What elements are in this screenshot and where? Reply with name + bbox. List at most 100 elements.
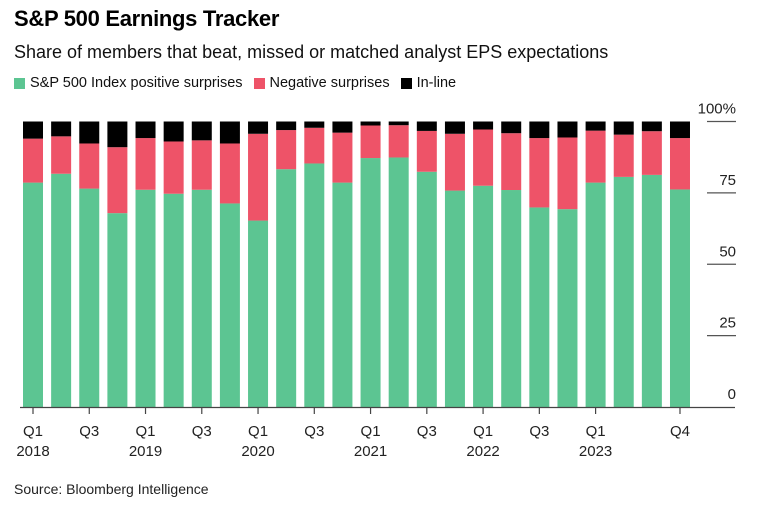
y-tick-label-50: 50 bbox=[719, 243, 736, 260]
bar-positive-q3-2020 bbox=[304, 163, 325, 407]
legend-item-inline: In-line bbox=[400, 75, 457, 91]
bar-inline-q3-2021 bbox=[416, 121, 437, 131]
bar-stack-q4-2018 bbox=[107, 121, 128, 407]
bar-stack-q3-2022 bbox=[529, 121, 550, 407]
y-tick-label-75: 75 bbox=[719, 172, 736, 189]
bar-inline-q3-2018 bbox=[79, 121, 100, 144]
bar-negative-q2-2023 bbox=[613, 134, 634, 177]
bar-inline-q2-2021 bbox=[388, 121, 409, 126]
x-tick-label-quarter: Q1 bbox=[473, 423, 493, 440]
bar-negative-q4-2018 bbox=[107, 147, 128, 214]
bar-inline-q4-2020 bbox=[332, 121, 353, 133]
bar-positive-q4-2023 bbox=[669, 189, 690, 407]
bar-inline-q1-2021 bbox=[360, 121, 381, 126]
x-tick-label-quarter: Q1 bbox=[248, 423, 268, 440]
bar-positive-q1-2023 bbox=[585, 182, 606, 407]
bar-negative-q1-2021 bbox=[360, 125, 381, 159]
x-tick-label-quarter: Q3 bbox=[304, 423, 324, 440]
bar-inline-q1-2023 bbox=[585, 121, 606, 131]
bar-negative-q1-2020 bbox=[248, 133, 269, 221]
bar-stack-q1-2021 bbox=[360, 121, 381, 407]
bar-inline-q2-2022 bbox=[501, 121, 522, 134]
x-tick-label-quarter: Q1 bbox=[361, 423, 381, 440]
bar-positive-q2-2019 bbox=[163, 193, 184, 407]
bar-positive-q4-2021 bbox=[444, 190, 465, 407]
bar-positive-q1-2019 bbox=[135, 189, 156, 407]
legend-label-negative: Negative surprises bbox=[269, 75, 390, 91]
x-tick-label-year: 2019 bbox=[129, 443, 162, 460]
bar-negative-q2-2022 bbox=[501, 133, 522, 191]
bar-positive-q2-2021 bbox=[388, 157, 409, 407]
bar-stack-q1-2022 bbox=[473, 121, 494, 407]
bar-negative-q4-2021 bbox=[444, 133, 465, 191]
y-tick-label-100: 100% bbox=[698, 101, 736, 118]
bar-negative-q2-2018 bbox=[51, 136, 72, 174]
x-tick-label-year: 2021 bbox=[354, 443, 387, 460]
x-tick-label-quarter: Q3 bbox=[417, 423, 437, 440]
bar-inline-q1-2018 bbox=[23, 121, 43, 139]
x-tick-label-year: 2020 bbox=[241, 443, 274, 460]
x-tick-label-year: 2018 bbox=[16, 443, 49, 460]
bar-positive-q2-2020 bbox=[276, 169, 297, 407]
bar-negative-q4-2023 bbox=[669, 138, 690, 190]
bar-stack-q2-2023 bbox=[613, 121, 634, 407]
y-axis: 0 25 50 75 100% bbox=[20, 101, 736, 409]
bar-positive-q2-2023 bbox=[613, 176, 634, 407]
bar-inline-q1-2019 bbox=[135, 121, 156, 139]
bar-stack-q4-2021 bbox=[444, 121, 465, 407]
bar-negative-q3-2023 bbox=[641, 131, 662, 175]
bar-inline-q1-2020 bbox=[248, 121, 269, 134]
x-tick-label-quarter: Q3 bbox=[192, 423, 212, 440]
bars-group bbox=[23, 121, 690, 407]
bar-positive-q4-2020 bbox=[332, 182, 353, 407]
legend: S&P 500 Index positive surprises Negativ… bbox=[14, 75, 467, 91]
source-note: Source: Bloomberg Intelligence bbox=[14, 481, 209, 497]
bar-inline-q2-2020 bbox=[276, 121, 297, 131]
x-tick-label-year: 2023 bbox=[579, 443, 612, 460]
bar-stack-q1-2020 bbox=[248, 121, 269, 407]
bar-stack-q3-2020 bbox=[304, 121, 325, 407]
bar-inline-q3-2022 bbox=[529, 121, 550, 139]
bar-stack-q3-2018 bbox=[79, 121, 100, 407]
bar-positive-q2-2022 bbox=[501, 190, 522, 407]
x-axis: Q1 2018 Q3 Q1 2019 Q3 Q1 2020 Q3 Q1 2021 Q3 Q1 2022 Q3… bbox=[16, 408, 690, 460]
bar-negative-q2-2019 bbox=[163, 141, 184, 194]
bar-inline-q3-2023 bbox=[641, 121, 662, 132]
bar-inline-q4-2022 bbox=[557, 121, 578, 138]
bar-negative-q1-2019 bbox=[135, 138, 156, 190]
bar-positive-q3-2023 bbox=[641, 174, 662, 407]
x-tick-label-quarter: Q4 bbox=[670, 423, 690, 440]
bar-positive-q3-2019 bbox=[191, 189, 212, 407]
bar-positive-q3-2021 bbox=[416, 171, 437, 407]
bar-stack-q2-2019 bbox=[163, 121, 184, 407]
legend-swatch-positive bbox=[14, 77, 25, 89]
bar-positive-q4-2022 bbox=[557, 209, 578, 407]
stacked-bar-chart: 0 25 50 75 100% Q1 2018 Q3 Q1 2019 Q3 Q1 2020 Q3 Q1 20… bbox=[16, 101, 736, 460]
bar-positive-q1-2018 bbox=[23, 182, 43, 407]
bar-positive-q1-2022 bbox=[473, 185, 494, 407]
bar-positive-q3-2022 bbox=[529, 207, 550, 407]
bar-positive-q3-2018 bbox=[79, 188, 100, 407]
bar-stack-q3-2019 bbox=[191, 121, 212, 407]
bar-inline-q2-2023 bbox=[613, 121, 634, 135]
chart-title: S&P 500 Earnings Tracker bbox=[14, 6, 280, 31]
bar-stack-q3-2021 bbox=[416, 121, 437, 407]
legend-swatch-inline bbox=[400, 77, 412, 89]
bar-negative-q3-2019 bbox=[191, 140, 212, 190]
x-tick-label-quarter: Q1 bbox=[136, 423, 156, 440]
bar-positive-q1-2021 bbox=[360, 158, 381, 407]
x-tick-label-quarter: Q1 bbox=[586, 423, 606, 440]
bar-inline-q4-2019 bbox=[219, 121, 240, 144]
bar-stack-q1-2018 bbox=[23, 121, 43, 407]
bar-positive-q2-2018 bbox=[51, 173, 72, 407]
bar-positive-q4-2018 bbox=[107, 213, 128, 407]
x-tick-label-quarter: Q1 bbox=[23, 423, 43, 440]
bar-negative-q4-2020 bbox=[332, 132, 353, 183]
bar-inline-q4-2023 bbox=[669, 121, 690, 139]
bar-stack-q3-2023 bbox=[641, 121, 662, 407]
legend-item-positive: S&P 500 Index positive surprises bbox=[14, 75, 243, 91]
bar-negative-q2-2020 bbox=[276, 130, 297, 170]
bar-negative-q4-2019 bbox=[219, 143, 240, 204]
legend-label-inline: In-line bbox=[416, 75, 457, 91]
bar-stack-q4-2022 bbox=[557, 121, 578, 407]
